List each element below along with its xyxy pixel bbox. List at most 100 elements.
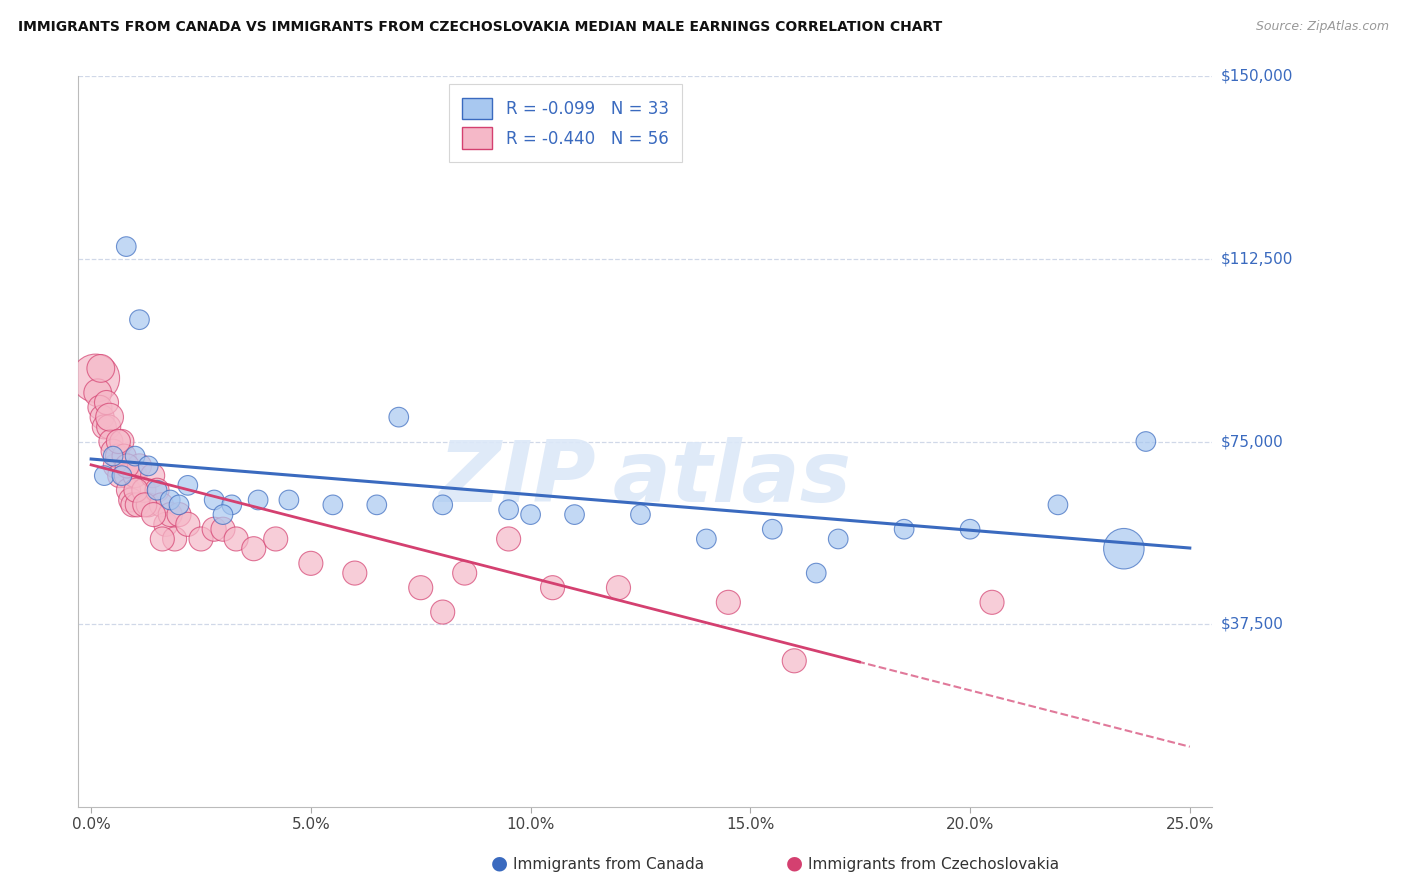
Point xyxy=(564,508,586,522)
Point xyxy=(343,566,366,580)
Point xyxy=(128,458,150,473)
Point xyxy=(366,498,388,512)
Point xyxy=(146,483,169,498)
Text: IMMIGRANTS FROM CANADA VS IMMIGRANTS FROM CZECHOSLOVAKIA MEDIAN MALE EARNINGS CO: IMMIGRANTS FROM CANADA VS IMMIGRANTS FRO… xyxy=(18,20,942,34)
Point xyxy=(104,458,127,473)
Text: ●: ● xyxy=(491,854,508,872)
Point xyxy=(142,508,165,522)
Text: Immigrants from Czechoslovakia: Immigrants from Czechoslovakia xyxy=(808,857,1060,872)
Point xyxy=(132,483,155,498)
Point xyxy=(827,532,849,546)
Point xyxy=(981,595,1004,609)
Point xyxy=(541,581,564,595)
Text: ZIP atlas: ZIP atlas xyxy=(439,436,852,519)
Point xyxy=(225,532,247,546)
Point xyxy=(93,468,115,483)
Text: $75,000: $75,000 xyxy=(1220,434,1284,449)
Point xyxy=(127,498,149,512)
Point xyxy=(299,557,322,571)
Point xyxy=(1112,541,1135,556)
Point xyxy=(111,468,134,483)
Point xyxy=(212,508,235,522)
Point xyxy=(498,502,520,516)
Point xyxy=(202,493,225,508)
Point xyxy=(96,395,118,409)
Point xyxy=(247,493,270,508)
Point xyxy=(167,508,190,522)
Point xyxy=(115,468,138,483)
Point xyxy=(125,483,148,498)
Point xyxy=(155,517,177,532)
Point xyxy=(159,493,181,508)
Text: $112,500: $112,500 xyxy=(1220,252,1294,266)
Point xyxy=(1046,498,1069,512)
Point xyxy=(453,566,475,580)
Point xyxy=(159,508,181,522)
Point xyxy=(498,532,520,546)
Point xyxy=(322,498,344,512)
Point xyxy=(122,498,145,512)
Point xyxy=(277,493,299,508)
Text: ●: ● xyxy=(786,854,803,872)
Point xyxy=(142,468,165,483)
Point xyxy=(264,532,287,546)
Point xyxy=(111,434,134,449)
Text: Source: ZipAtlas.com: Source: ZipAtlas.com xyxy=(1256,20,1389,33)
Point xyxy=(150,498,173,512)
Point xyxy=(112,449,135,463)
Point xyxy=(98,410,121,425)
Point xyxy=(202,522,225,536)
Point xyxy=(115,458,138,473)
Point xyxy=(959,522,981,536)
Point xyxy=(432,605,454,619)
Text: Immigrants from Canada: Immigrants from Canada xyxy=(513,857,704,872)
Text: $37,500: $37,500 xyxy=(1220,616,1284,632)
Point xyxy=(97,420,120,434)
Point xyxy=(89,401,111,415)
Point xyxy=(146,483,169,498)
Point xyxy=(87,385,110,400)
Point xyxy=(90,361,112,376)
Point xyxy=(150,532,173,546)
Point xyxy=(761,522,783,536)
Point xyxy=(388,410,411,425)
Point xyxy=(101,449,124,463)
Point xyxy=(115,239,138,253)
Point xyxy=(163,532,186,546)
Point xyxy=(136,458,159,473)
Point xyxy=(167,498,190,512)
Point xyxy=(117,483,139,498)
Point xyxy=(409,581,432,595)
Legend: R = -0.099   N = 33, R = -0.440   N = 56: R = -0.099 N = 33, R = -0.440 N = 56 xyxy=(449,85,682,162)
Point xyxy=(124,468,146,483)
Point xyxy=(134,498,156,512)
Text: $150,000: $150,000 xyxy=(1220,69,1294,84)
Point xyxy=(136,498,159,512)
Point xyxy=(84,371,107,385)
Point xyxy=(108,468,131,483)
Point xyxy=(212,522,235,536)
Point xyxy=(893,522,915,536)
Point xyxy=(100,434,122,449)
Point xyxy=(607,581,630,595)
Point xyxy=(190,532,212,546)
Point xyxy=(242,541,264,556)
Point xyxy=(120,493,142,508)
Point xyxy=(93,420,115,434)
Point xyxy=(91,410,114,425)
Point xyxy=(107,449,129,463)
Point xyxy=(630,508,652,522)
Point xyxy=(101,444,124,458)
Point xyxy=(717,595,740,609)
Point xyxy=(221,498,243,512)
Point xyxy=(124,449,146,463)
Point xyxy=(806,566,828,580)
Point xyxy=(107,434,129,449)
Point xyxy=(1135,434,1157,449)
Point xyxy=(432,498,454,512)
Point xyxy=(177,517,200,532)
Point xyxy=(128,312,150,326)
Point xyxy=(695,532,717,546)
Point xyxy=(519,508,541,522)
Point xyxy=(177,478,200,492)
